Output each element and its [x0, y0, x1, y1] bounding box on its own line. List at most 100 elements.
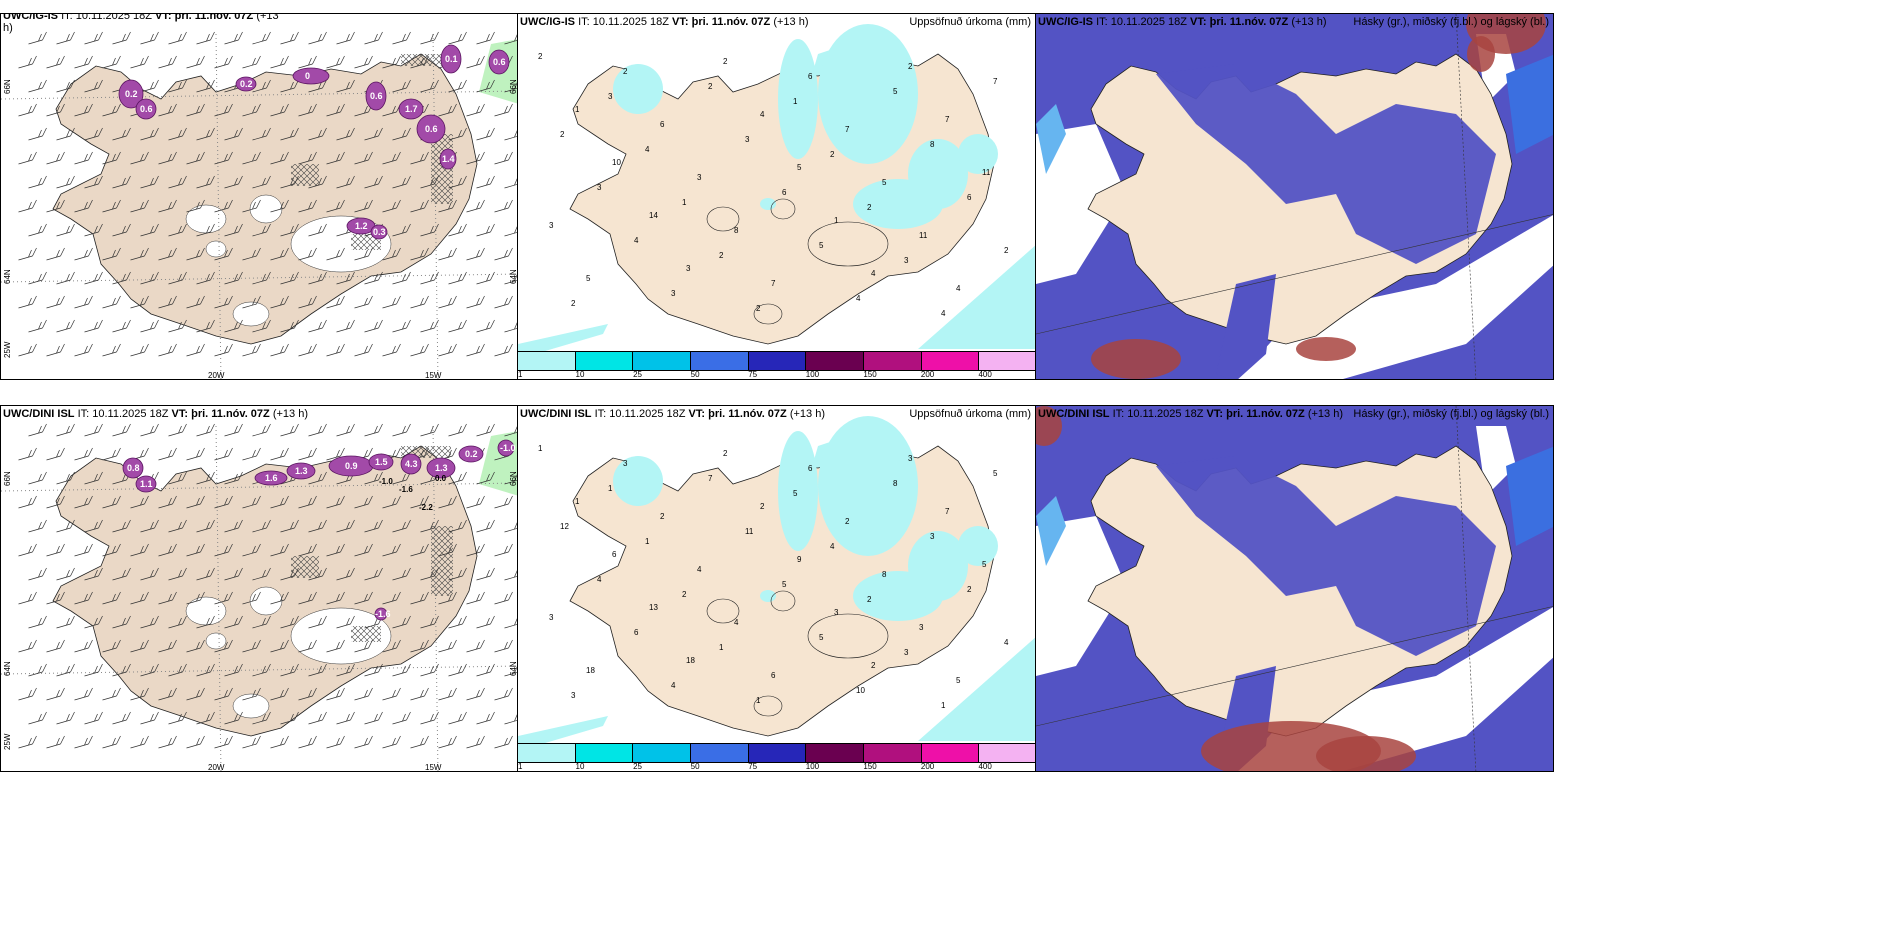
precip-value: 5 — [993, 469, 998, 478]
colorbar-segment — [921, 352, 980, 370]
colorbar-tick: 400 — [978, 762, 992, 771]
wind-value-label: 0.2 — [240, 79, 253, 89]
precip-value: 6 — [612, 550, 617, 559]
wind-value-label: 0 — [305, 71, 310, 81]
precip-value: 2 — [723, 57, 728, 66]
glacier-outline — [706, 598, 740, 624]
precip-value: 8 — [893, 479, 898, 488]
wind-value-label: 1.1 — [140, 479, 153, 489]
precip-value: 1 — [719, 643, 724, 652]
panel-title: UWC/IG-IS IT: 10.11.2025 18Z VT: þri. 11… — [3, 13, 279, 34]
precip-value: 10 — [856, 686, 865, 695]
colorbar — [518, 351, 1035, 371]
precip-value: 2 — [560, 130, 565, 139]
colorbar-tick: 25 — [633, 370, 643, 379]
precip-value: 2 — [719, 251, 724, 260]
precip-value: 3 — [904, 648, 909, 657]
precip-area — [518, 716, 608, 751]
high-cloud — [1091, 339, 1181, 379]
precip-value: 6 — [660, 120, 665, 129]
precip-value: 3 — [930, 532, 935, 541]
precip-value: 5 — [793, 489, 798, 498]
precip-value: 3 — [904, 256, 909, 265]
precip-value: 5 — [893, 87, 898, 96]
precip-value: 2 — [867, 595, 872, 604]
panel-title: UWC/IG-IS IT: 10.11.2025 18Z VT: þri. 11… — [520, 16, 809, 28]
colorbar-segment — [575, 352, 634, 370]
precip-value: 7 — [945, 115, 950, 124]
precip-value: 12 — [560, 522, 569, 531]
colorbar-tick: 1 — [518, 370, 523, 379]
precip-value: 4 — [871, 269, 876, 278]
colorbar-tick: 400 — [978, 370, 992, 379]
colorbar-ticks: 1 10 25 50 75 100 150 200 400 — [518, 370, 1035, 379]
colorbar-tick: 150 — [863, 370, 877, 379]
precip-value: 3 — [571, 691, 576, 700]
wind-purple-area — [368, 453, 394, 471]
colorbar-tick: 100 — [805, 762, 820, 771]
precip-area — [760, 590, 776, 602]
lat-label-64n-right: 64N — [509, 661, 518, 676]
lon-label-25w: 25W — [3, 733, 12, 750]
precip-value: 2 — [660, 512, 665, 521]
wind-value-label: 0.6 — [140, 104, 153, 114]
lon-label-20w: 20W — [208, 763, 225, 772]
colorbar-segment — [748, 744, 807, 762]
lon-label-25w: 25W — [3, 341, 12, 358]
wind-purple-area — [365, 81, 387, 111]
glacier-outline — [770, 590, 796, 612]
glacier — [290, 607, 392, 665]
colorbar-tick: 200 — [920, 370, 935, 379]
clear-sky — [1036, 516, 1126, 676]
colorbar-tick: 50 — [690, 370, 700, 379]
panel-field-title: Hásky (gr.), miðský (fj.bl.) og lágský (… — [1353, 16, 1549, 28]
wind-purple-area — [135, 475, 157, 493]
precip-area — [760, 198, 776, 210]
precip-value: 5 — [797, 163, 802, 172]
precip-value: 3 — [549, 221, 554, 230]
precip-area — [778, 39, 818, 159]
panel-field-title: Uppsöfnuð úrkoma (mm) — [909, 408, 1031, 420]
precip-value: 5 — [819, 241, 824, 250]
wind-value-label: 0.2 — [125, 89, 138, 99]
wind-value-label: 1.6 — [265, 473, 278, 483]
wind-purple-area — [254, 470, 288, 486]
precip-area — [613, 456, 663, 506]
precip-value: 3 — [608, 92, 613, 101]
precip-value: 3 — [686, 264, 691, 273]
panel-field-title: Uppsöfnuð úrkoma (mm) — [909, 16, 1031, 28]
precip-value: 2 — [1004, 246, 1009, 255]
precip-value: 2 — [682, 590, 687, 599]
wind-value-label: 0.6 — [425, 124, 438, 134]
precip-value: 6 — [808, 464, 813, 473]
precip-value: 2 — [708, 82, 713, 91]
colorbar-tick: 75 — [748, 370, 758, 379]
precip-value: 3 — [597, 183, 602, 192]
precip-value: 5 — [782, 580, 787, 589]
precip-value: 8 — [930, 140, 935, 149]
glacier-outline — [807, 221, 889, 267]
precip-value: 9 — [797, 555, 802, 564]
wind-purple-area — [439, 148, 457, 170]
precip-value: 4 — [760, 110, 765, 119]
panel-wind-dini: 0.8 1.1 1.6 1.3 0.9 1.5 4.3 1.3 0.2 -1.0 -1.6 -1.0-… — [0, 405, 518, 772]
precip-area — [818, 416, 918, 556]
wind-value-label: 1.3 — [435, 463, 448, 473]
precip-value: 2 — [845, 517, 850, 526]
precip-value: 5 — [982, 560, 987, 569]
precip-area — [918, 245, 1035, 349]
wind-purple-area — [118, 79, 144, 109]
panel-title: UWC/DINI ISL IT: 10.11.2025 18Z VT: þri.… — [520, 408, 825, 420]
colorbar-segment — [518, 744, 576, 762]
wind-value-label: 0.2 — [465, 449, 478, 459]
panel-title: UWC/IG-IS IT: 10.11.2025 18Z VT: þri. 11… — [1038, 16, 1327, 28]
precip-area — [958, 526, 998, 566]
precip-value: 5 — [819, 633, 824, 642]
colorbar-segment — [864, 744, 922, 762]
colorbar-tick: 50 — [690, 762, 700, 771]
precip-value: 3 — [671, 289, 676, 298]
colorbar-tick: 200 — [920, 762, 935, 771]
wind-value-label: 0.0 — [435, 474, 447, 483]
wind-value-label: 1.3 — [295, 466, 308, 476]
mid-cloud — [1506, 446, 1553, 546]
